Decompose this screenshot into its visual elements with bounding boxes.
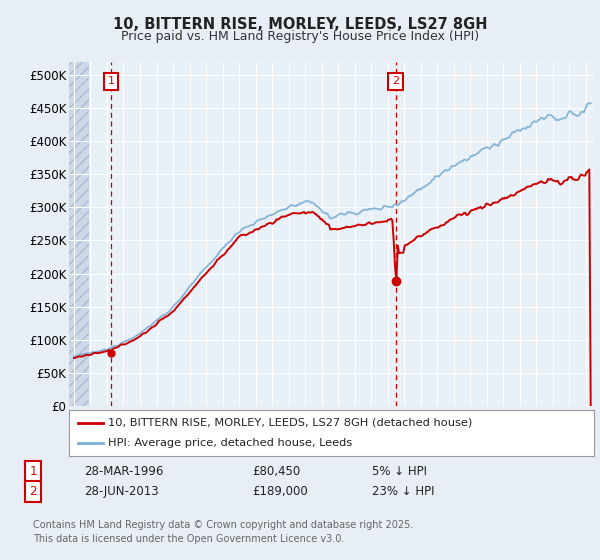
Bar [69, 62, 89, 406]
Text: 10, BITTERN RISE, MORLEY, LEEDS, LS27 8GH (detached house): 10, BITTERN RISE, MORLEY, LEEDS, LS27 8G… [109, 418, 473, 428]
Text: Price paid vs. HM Land Registry's House Price Index (HPI): Price paid vs. HM Land Registry's House … [121, 30, 479, 43]
Text: 28-JUN-2013: 28-JUN-2013 [84, 485, 158, 498]
Text: 1: 1 [29, 465, 37, 478]
Text: HPI: Average price, detached house, Leeds: HPI: Average price, detached house, Leed… [109, 438, 353, 449]
Text: 23% ↓ HPI: 23% ↓ HPI [372, 485, 434, 498]
Text: £80,450: £80,450 [252, 465, 300, 478]
Text: 5% ↓ HPI: 5% ↓ HPI [372, 465, 427, 478]
Text: £189,000: £189,000 [252, 485, 308, 498]
Text: 1: 1 [107, 77, 115, 86]
Text: 2: 2 [392, 77, 399, 86]
Text: 28-MAR-1996: 28-MAR-1996 [84, 465, 163, 478]
Text: Contains HM Land Registry data © Crown copyright and database right 2025.
This d: Contains HM Land Registry data © Crown c… [33, 520, 413, 544]
Text: 10, BITTERN RISE, MORLEY, LEEDS, LS27 8GH: 10, BITTERN RISE, MORLEY, LEEDS, LS27 8G… [113, 17, 487, 31]
Text: 2: 2 [29, 485, 37, 498]
